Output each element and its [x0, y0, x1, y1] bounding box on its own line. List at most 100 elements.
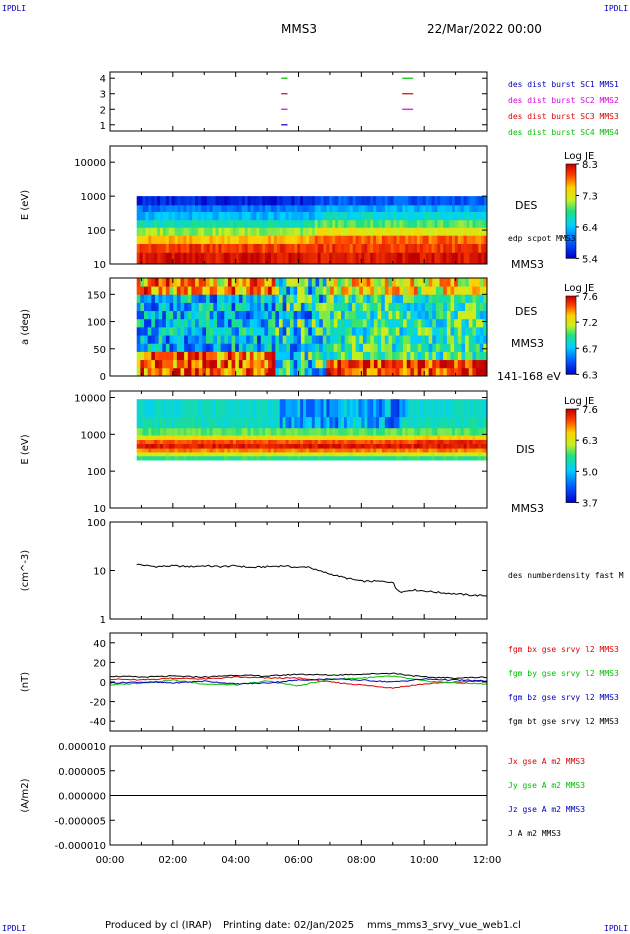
des_pitch-cell [355, 286, 360, 295]
dis_energy-cell [233, 455, 237, 461]
dis_energy-cell [384, 455, 389, 461]
dis_energy-cell [180, 427, 184, 436]
density-ylabel: (cm^-3) [20, 550, 31, 591]
des_pitch-cell [359, 286, 364, 295]
des_energy-cell [303, 227, 307, 236]
dis_energy-ytick-label: 1000 [81, 430, 106, 441]
des_pitch-cell [136, 318, 141, 328]
des_pitch-cell [282, 351, 287, 361]
dis_energy-cell [460, 427, 465, 436]
dis_energy-cell [186, 448, 190, 453]
des_pitch-cell [468, 294, 473, 303]
des_pitch-cell [191, 310, 196, 320]
des_pitch-cell [403, 351, 408, 361]
des_pitch-cell [454, 310, 459, 320]
des_energy-cell [463, 211, 467, 221]
dis_energy-cell [279, 452, 284, 457]
current-legend-entry: Jy gse A m2 MMS3 [508, 781, 585, 790]
des_energy-cell [265, 252, 269, 265]
des_energy-cell [370, 211, 374, 221]
dis_energy-cell [215, 443, 219, 449]
des_pitch-cell [479, 286, 484, 295]
des_pitch-cell [351, 294, 357, 303]
des_energy-cell [451, 235, 456, 244]
des_energy-cell [419, 204, 424, 213]
des_pitch-cell [220, 335, 225, 344]
des_pitch-cell [279, 343, 284, 352]
dis_energy-cell [437, 399, 441, 418]
des_pitch-cell [483, 327, 488, 336]
des_energy-cell [402, 204, 406, 213]
des_pitch-cell [165, 286, 170, 295]
des_energy-cell [288, 252, 292, 265]
des_pitch-cell [206, 359, 211, 369]
dis_energy-cell [451, 448, 456, 453]
des_pitch-cell [195, 302, 200, 312]
des_energy-cell [279, 196, 284, 206]
des_pitch-cell [297, 367, 302, 377]
dis_energy-cell [168, 435, 173, 440]
des_energy-cell [270, 196, 275, 206]
des_pitch-cell [300, 286, 305, 295]
des_pitch-cell [144, 359, 149, 369]
des_pitch-cell [144, 294, 149, 303]
des_pitch-cell [198, 359, 203, 369]
dis_energy-cell [481, 439, 485, 445]
dis_energy-cell [270, 435, 275, 440]
dis_energy-cell [349, 399, 354, 418]
des_pitch-cell [465, 310, 470, 320]
des_pitch-cell [421, 351, 426, 361]
dis_energy-cell [460, 448, 465, 453]
des_pitch-cell [435, 327, 440, 336]
dis_energy-cell [373, 455, 377, 461]
des_pitch-cell [465, 351, 470, 361]
dis_energy-cell [425, 416, 430, 429]
des_energy-cell [434, 243, 438, 253]
des_energy-cell [189, 211, 193, 221]
dis_energy-cell [355, 448, 359, 453]
des_pitch-cell [180, 318, 185, 328]
des_energy-cell [443, 227, 447, 236]
des_pitch-cell [326, 351, 331, 361]
des_energy-cell [466, 204, 470, 213]
des_energy-cell [414, 243, 418, 253]
des_energy-cell [198, 252, 202, 265]
des_pitch-cell [202, 294, 207, 303]
des_pitch-cell [275, 318, 280, 328]
des_energy-cell [457, 243, 462, 253]
dis_energy-cell [314, 439, 319, 445]
des_pitch-cell [238, 318, 243, 328]
dis_energy-cell [414, 439, 418, 445]
dis_energy-cell [393, 416, 397, 429]
dis_energy-cell [209, 416, 214, 429]
des_pitch-cell [381, 294, 386, 303]
des_pitch-cell [213, 335, 218, 344]
des_pitch-cell [289, 335, 295, 344]
dis_energy-cell [230, 448, 234, 453]
des_pitch-cell [195, 335, 200, 344]
des_energy-cell [466, 243, 470, 253]
dis_energy-cell [349, 439, 354, 445]
des_pitch-cell [249, 278, 254, 287]
des_pitch-cell [373, 327, 378, 336]
dis_energy-cell [235, 435, 240, 440]
dis_energy-cell [451, 427, 456, 436]
dis_energy-cell [276, 427, 281, 436]
des_pitch-cell [322, 359, 327, 369]
des_energy-cell [233, 196, 237, 206]
dis_energy-cell [186, 427, 190, 436]
des_energy-cell [136, 235, 141, 244]
des_energy-cell [282, 235, 286, 244]
des_pitch-cell [406, 327, 411, 336]
dis_energy-cell [326, 443, 330, 449]
des_energy-cell [393, 227, 397, 236]
des_pitch-cell [271, 310, 276, 320]
current-ytick-label: 0.000010 [58, 742, 106, 753]
des_energy-cell [373, 204, 377, 213]
des_energy-cell [387, 219, 392, 228]
des_pitch-cell [235, 335, 240, 344]
des_pitch-cell [282, 310, 287, 320]
dis_energy-cell [329, 439, 333, 445]
dis_energy-cell [402, 455, 406, 461]
dis_energy-cell [270, 448, 275, 453]
